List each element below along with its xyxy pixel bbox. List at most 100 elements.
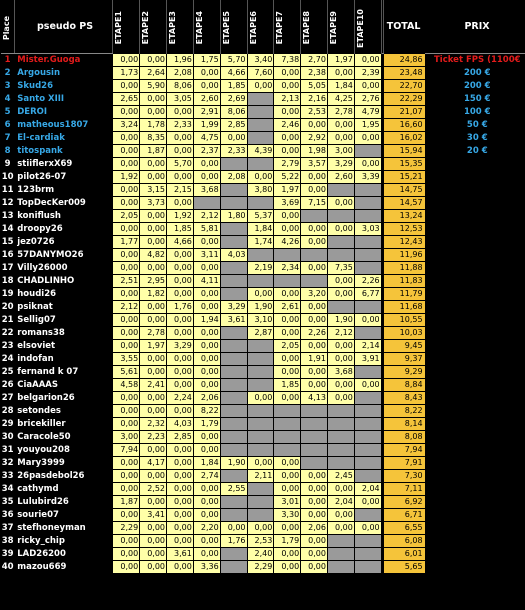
etape-score-cell: 0,00 <box>139 235 168 249</box>
etape-score-cell: 0,00 <box>112 469 141 483</box>
etape-score-cell: 1,87 <box>139 144 168 158</box>
table-row: 26 CiaAAAS 4,58 2,41 0,00 0,00 1,85 0,00 0,00 0,0… <box>1 378 525 392</box>
etape-score-cell <box>353 443 382 457</box>
ranking-rows: 1 Mister.Guoga 0,00 0,00 1,96 1,75 5,70 3,40 7,3… <box>1 53 525 574</box>
etape-score-cell: 2,06 <box>192 391 221 405</box>
etape-score-cell: 2,23 <box>139 430 168 444</box>
etape-score-cell <box>353 248 382 262</box>
etape-score-cell: 2,08 <box>166 66 194 80</box>
etape-score-cell: 0,00 <box>139 534 168 548</box>
etape-score-cell <box>219 404 248 418</box>
etape-score-cell <box>246 495 275 509</box>
etape-score-cell: 0,00 <box>139 53 168 67</box>
etape-score-cell: 3,41 <box>139 508 168 522</box>
place-cell: 17 <box>1 263 14 273</box>
etape-score-cell <box>326 547 355 561</box>
etape-score-cell: 1,98 <box>300 144 328 158</box>
etape-score-cell: 2,95 <box>139 274 168 288</box>
prix-cell <box>425 561 525 574</box>
pseudo-cell: LAD26200 <box>17 549 66 559</box>
etape-score-cell: 2,04 <box>353 482 382 496</box>
etape-score-cell: 0,00 <box>300 118 328 132</box>
pseudo-cell: Sellig07 <box>17 315 56 325</box>
etape-score-cell <box>353 365 382 379</box>
table-row: 7 El-cardiak 0,00 8,35 0,00 4,75 0,00 0,00 2,92 0… <box>1 131 525 145</box>
etape-score-cell: 0,00 <box>353 495 382 509</box>
pseudo-cell: CiaAAAS <box>17 380 58 390</box>
etape-score-cell: 0,00 <box>192 66 221 80</box>
place-cell: 38 <box>1 536 14 546</box>
place-cell: 4 <box>4 94 11 104</box>
etape-score-cell: 0,00 <box>300 222 328 236</box>
etape-score-cell <box>353 534 382 548</box>
etape-score-cell <box>219 365 248 379</box>
table-row: 17 Villy26000 0,00 0,00 0,00 0,00 2,19 2,34 0,00… <box>1 261 525 275</box>
etape-score-cell: 0,00 <box>166 443 194 457</box>
etape-score-cell: 0,00 <box>166 378 194 392</box>
prix-cell: 50 € <box>466 120 488 130</box>
etape-score-cell: 7,94 <box>112 443 141 457</box>
etape-score-cell <box>246 508 275 522</box>
table-row: 12 TopDecKer009 0,00 3,73 0,00 3,69 7,15 0,00 14… <box>1 196 525 210</box>
etape-score-cell: 0,00 <box>112 261 141 275</box>
prix-cell <box>425 288 525 301</box>
etape-score-cell: 1,95 <box>353 118 382 132</box>
etape-score-cell: 0,00 <box>112 157 141 171</box>
etape-score-cell: 2,39 <box>353 66 382 80</box>
pseudo-cell: psiknat <box>17 302 53 312</box>
etape-score-cell: 2,20 <box>192 521 221 535</box>
table-row: 16 57DANYMO26 0,00 4,82 0,00 3,11 4,03 11,96 <box>1 248 525 262</box>
etape-score-cell: 2,05 <box>112 209 141 223</box>
prix-cell <box>425 353 525 366</box>
etape-score-cell: 3,73 <box>139 196 168 210</box>
pseudo-cell: droopy26 <box>17 224 63 234</box>
etape-score-cell: 0,00 <box>273 326 302 340</box>
etape-score-cell: 0,00 <box>166 534 194 548</box>
place-header: Place <box>1 0 15 54</box>
prix-cell <box>425 314 525 327</box>
etape-score-cell: 0,00 <box>112 144 141 158</box>
etape-score-cell: 0,00 <box>139 547 168 561</box>
etape-score-cell: 3,80 <box>246 183 275 197</box>
etape-score-cell <box>246 105 275 119</box>
etape-score-cell: 2,60 <box>192 92 221 106</box>
etape-score-cell: 0,00 <box>192 495 221 509</box>
etape-score-cell: 3,68 <box>192 183 221 197</box>
etape-score-cell: 3,29 <box>326 157 355 171</box>
etape-score-cell: 2,51 <box>112 274 141 288</box>
pseudo-cell: Santo XIII <box>17 94 65 104</box>
etape-score-cell: 2,70 <box>300 53 328 67</box>
etape-score-cell <box>326 248 355 262</box>
etape-score-cell <box>273 443 302 457</box>
place-cell: 20 <box>1 302 14 312</box>
etape-score-cell <box>300 456 328 470</box>
etape-score-cell: 2,05 <box>273 339 302 353</box>
table-row: 18 CHADLINHO 2,51 2,95 0,00 4,11 0,00 2,26 11,83 <box>1 274 525 288</box>
etape-score-cell: 4,11 <box>192 274 221 288</box>
table-row: 6 matheous1807 3,24 1,78 2,33 1,99 2,85 2,46 0,0… <box>1 118 525 132</box>
etape-score-cell <box>353 183 382 197</box>
etape-score-cell: 0,00 <box>192 287 221 301</box>
etape-score-cell: 0,00 <box>112 534 141 548</box>
etape-score-cell: 0,00 <box>139 469 168 483</box>
etape-score-cell: 2,08 <box>219 170 248 184</box>
place-cell: 21 <box>1 315 14 325</box>
etape-score-cell: 0,00 <box>139 92 168 106</box>
etape-score-cell: 2,85 <box>166 430 194 444</box>
etape-score-cell <box>353 404 382 418</box>
pseudo-cell: 26pasdebol26 <box>17 471 85 481</box>
pseudo-cell: CHADLINHO <box>17 276 75 286</box>
etape-score-cell: 1,76 <box>166 300 194 314</box>
etape-score-cell: 2,34 <box>273 261 302 275</box>
etape-score-cell <box>353 547 382 561</box>
etape-score-cell <box>246 404 275 418</box>
place-cell: 33 <box>1 471 14 481</box>
pseudo-cell: matheous1807 <box>17 120 89 130</box>
etape-score-cell: 3,20 <box>300 287 328 301</box>
etape-score-cell: 0,00 <box>166 287 194 301</box>
pseudo-cell: belgarion26 <box>17 393 75 403</box>
etape-score-cell: 0,00 <box>353 313 382 327</box>
pseudo-cell: jez0726 <box>17 237 55 247</box>
etape-score-cell <box>353 469 382 483</box>
prix-cell <box>425 483 525 496</box>
